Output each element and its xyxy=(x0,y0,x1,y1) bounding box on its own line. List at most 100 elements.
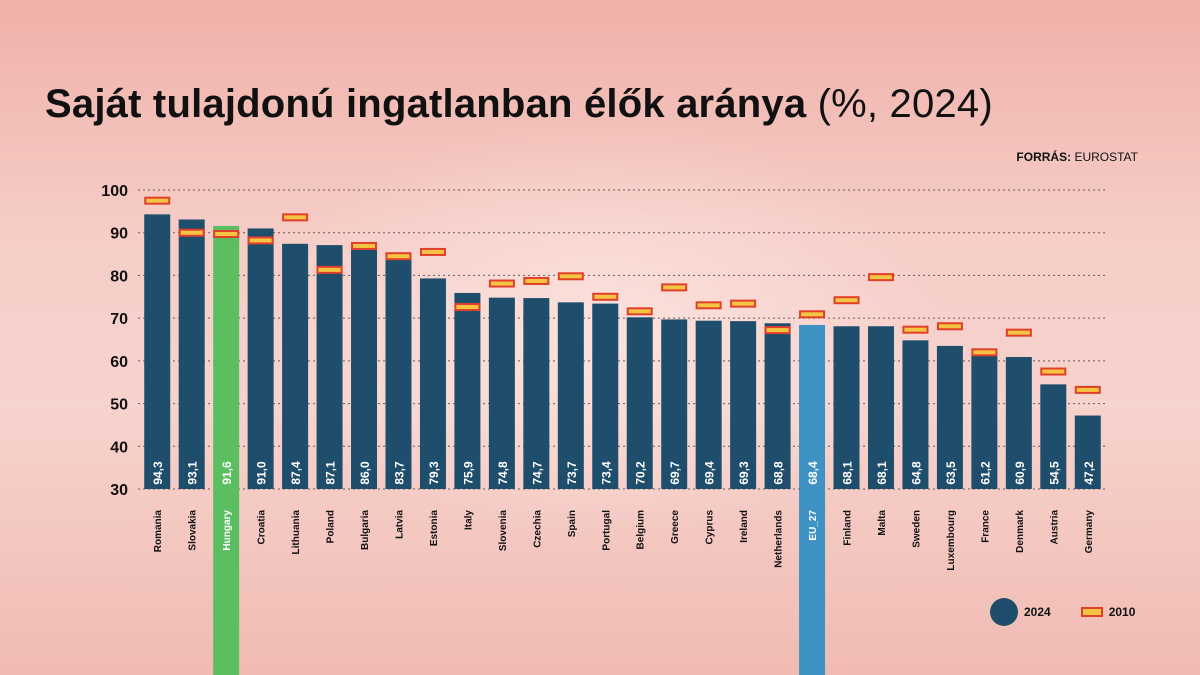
bar-france xyxy=(971,355,998,489)
bar-estonia xyxy=(419,278,446,489)
value-label-italy: 75,9 xyxy=(461,461,475,485)
value-label-romania: 94,3 xyxy=(151,461,165,485)
category-label-bulgaria: Bulgaria xyxy=(360,510,371,550)
y-tick-label-90: 90 xyxy=(110,226,128,243)
legend-swatch-2024 xyxy=(990,598,1018,626)
category-label-france: France xyxy=(980,510,991,543)
marker-2010-croatia xyxy=(247,236,274,245)
bar-latvia xyxy=(385,259,412,489)
category-label-netherlands: Netherlands xyxy=(774,510,785,568)
value-label-finland: 68,1 xyxy=(841,461,855,485)
marker-2010-romania xyxy=(144,196,171,205)
value-label-hungary: 91,6 xyxy=(220,461,234,485)
category-label-sweden: Sweden xyxy=(911,510,922,548)
value-label-slovakia: 93,1 xyxy=(186,461,200,485)
category-label-belgium: Belgium xyxy=(636,510,647,550)
category-label-lithuania: Lithuania xyxy=(291,510,302,555)
bar-slovenia xyxy=(488,297,515,489)
bar-bulgaria xyxy=(351,249,378,489)
y-tick-label-80: 80 xyxy=(110,268,128,285)
value-label-croatia: 91,0 xyxy=(255,461,269,485)
bar-malta xyxy=(867,326,894,489)
value-label-portugal: 73,4 xyxy=(599,461,613,485)
value-label-lithuania: 87,4 xyxy=(289,461,303,485)
category-label-germany: Germany xyxy=(1084,510,1095,554)
marker-2010-eu-27 xyxy=(799,310,826,319)
value-label-malta: 68,1 xyxy=(875,461,889,485)
marker-2010-netherlands xyxy=(764,326,791,335)
highlight-column-hungary xyxy=(213,489,240,675)
bar-ireland xyxy=(730,321,757,489)
value-label-eu-27: 68,4 xyxy=(806,461,820,485)
y-tick-label-60: 60 xyxy=(110,354,128,371)
marker-2010-greece xyxy=(661,283,688,292)
category-label-eu-27: EU_27 xyxy=(808,510,819,541)
marker-2010-slovenia xyxy=(488,279,515,288)
bar-hungary xyxy=(213,225,240,489)
bar-portugal xyxy=(592,303,619,489)
category-label-poland: Poland xyxy=(326,510,337,543)
y-tick-label-100: 100 xyxy=(101,183,128,200)
marker-2010-france xyxy=(971,348,998,357)
value-label-estonia: 79,3 xyxy=(427,461,441,485)
bar-lithuania xyxy=(282,243,309,489)
category-label-cyprus: Cyprus xyxy=(705,510,716,545)
marker-2010-latvia xyxy=(385,252,412,261)
bar-cyprus xyxy=(695,320,722,489)
marker-2010-germany xyxy=(1074,385,1101,394)
chart-legend: 2024 2010 xyxy=(990,598,1135,626)
value-label-poland: 87,1 xyxy=(324,461,338,485)
highlight-column-eu-27 xyxy=(799,489,826,675)
value-label-luxembourg: 63,5 xyxy=(944,461,958,485)
marker-2010-cyprus xyxy=(695,301,722,310)
value-label-germany: 47,2 xyxy=(1082,461,1096,485)
marker-2010-luxembourg xyxy=(936,322,963,331)
value-label-sweden: 64,8 xyxy=(909,461,923,485)
marker-2010-ireland xyxy=(730,299,757,308)
category-label-slovakia: Slovakia xyxy=(188,510,199,551)
category-label-malta: Malta xyxy=(877,510,888,536)
source-label: FORRÁS: xyxy=(1016,150,1072,164)
value-label-ireland: 69,3 xyxy=(737,461,751,485)
category-label-luxembourg: Luxembourg xyxy=(946,510,957,571)
y-tick-label-30: 30 xyxy=(110,482,128,499)
bar-eu-27 xyxy=(799,324,826,489)
category-label-slovenia: Slovenia xyxy=(498,510,509,552)
category-label-spain: Spain xyxy=(567,510,578,537)
marker-2010-slovakia xyxy=(178,228,205,237)
category-label-hungary: Hungary xyxy=(222,510,233,551)
y-tick-label-50: 50 xyxy=(110,397,128,414)
marker-2010-malta xyxy=(867,273,894,282)
bar-czechia xyxy=(523,298,550,489)
marker-2010-czechia xyxy=(523,276,550,285)
source-note: FORRÁS: EUROSTAT xyxy=(1016,150,1138,164)
value-label-netherlands: 68,8 xyxy=(772,461,786,485)
bar-spain xyxy=(557,302,584,489)
value-label-slovenia: 74,8 xyxy=(496,461,510,485)
category-label-ireland: Ireland xyxy=(739,510,750,543)
chart-title: Saját tulajdonú ingatlanban élők aránya … xyxy=(45,82,993,127)
marker-2010-poland xyxy=(316,265,343,274)
category-label-romania: Romania xyxy=(153,510,164,553)
category-label-greece: Greece xyxy=(670,510,681,544)
bar-austria xyxy=(1040,384,1067,489)
category-label-latvia: Latvia xyxy=(394,510,405,539)
bar-finland xyxy=(833,326,860,489)
legend-swatch-2010 xyxy=(1080,607,1103,617)
bar-luxembourg xyxy=(936,345,963,489)
marker-2010-finland xyxy=(833,296,860,305)
value-label-latvia: 83,7 xyxy=(392,461,406,485)
bar-sweden xyxy=(902,340,929,489)
legend-label-2010: 2010 xyxy=(1108,605,1136,619)
bar-romania xyxy=(144,214,171,489)
category-label-estonia: Estonia xyxy=(429,510,440,547)
y-tick-label-70: 70 xyxy=(110,311,128,328)
marker-2010-hungary xyxy=(213,229,240,238)
value-label-france: 61,2 xyxy=(978,461,992,485)
y-tick-label-40: 40 xyxy=(110,439,128,456)
bar-denmark xyxy=(1005,357,1032,489)
bar-slovakia xyxy=(178,219,205,490)
value-label-cyprus: 69,4 xyxy=(703,461,717,485)
marker-2010-bulgaria xyxy=(351,241,378,250)
